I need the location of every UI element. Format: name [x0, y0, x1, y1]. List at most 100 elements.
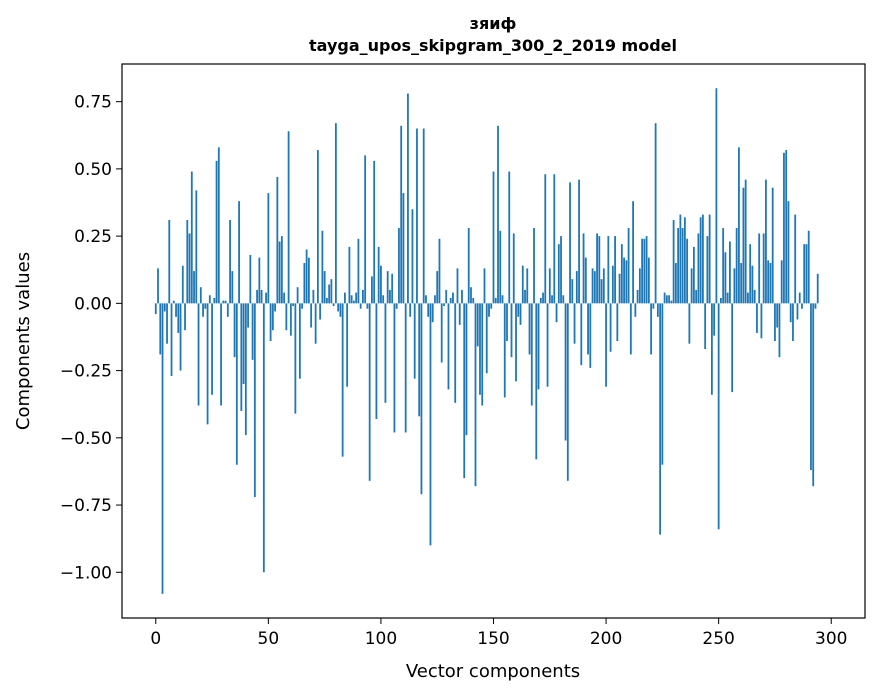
- bar-132: [452, 292, 454, 304]
- bar-37: [238, 201, 240, 304]
- bar-259: [738, 147, 740, 304]
- bar-249: [715, 88, 718, 304]
- bar-186: [573, 303, 576, 344]
- y-tick-label: 0.75: [74, 93, 112, 113]
- bar-198: [600, 279, 603, 304]
- bar-94: [366, 303, 369, 309]
- bar-114: [411, 209, 414, 304]
- bar-23: [206, 303, 209, 425]
- bar-80: [334, 123, 337, 304]
- bar-78: [330, 279, 333, 304]
- bar-107: [395, 303, 398, 309]
- bar-21: [202, 303, 204, 317]
- bar-293: [814, 303, 817, 309]
- x-tick-label: 250: [702, 629, 734, 649]
- chart-subtitle: tayga_upos_skipgram_300_2_2019 model: [309, 36, 677, 55]
- bar-108: [398, 228, 400, 304]
- bar-194: [591, 268, 594, 304]
- bar-262: [744, 179, 747, 304]
- bar-131: [449, 297, 452, 304]
- bar-51: [269, 303, 272, 341]
- bar-87: [350, 295, 353, 304]
- bar-203: [611, 265, 614, 304]
- bar-7: [170, 303, 173, 376]
- bar-202: [609, 303, 612, 352]
- bar-106: [393, 303, 396, 433]
- bar-117: [418, 303, 421, 417]
- bar-3: [161, 303, 164, 594]
- bar-244: [704, 303, 707, 350]
- bar-273: [769, 263, 772, 304]
- y-axis-ticks: −1.00 −0.75 −0.50 −0.25 0.00 0.25 0.50 0.75: [60, 93, 122, 583]
- bar-180: [560, 236, 562, 304]
- bar-76: [325, 297, 328, 304]
- bar-228: [668, 295, 671, 304]
- bar-214: [636, 289, 639, 304]
- bar-192: [587, 303, 589, 355]
- bar-140: [470, 287, 472, 304]
- bar-83: [341, 303, 344, 457]
- bar-126: [438, 238, 441, 304]
- bar-172: [542, 292, 544, 304]
- bar-112: [407, 93, 409, 304]
- bar-75: [323, 271, 326, 304]
- bar-137: [463, 303, 466, 479]
- bar-99: [377, 246, 380, 304]
- bar-161: [517, 303, 520, 317]
- bar-60: [289, 303, 292, 336]
- bar-218: [645, 236, 648, 304]
- bar-71: [314, 303, 317, 344]
- bar-29: [220, 303, 222, 406]
- bar-135: [458, 303, 461, 325]
- bar-287: [801, 303, 803, 309]
- bar-92: [362, 289, 364, 304]
- bar-130: [447, 303, 450, 390]
- bar-177: [553, 174, 556, 304]
- x-axis-ticks: 0 50 100 150 200 250 300: [150, 618, 847, 649]
- bar-57: [283, 292, 286, 304]
- bar-196: [596, 233, 598, 304]
- bar-236: [686, 238, 689, 304]
- bar-195: [593, 271, 596, 304]
- bar-253: [724, 252, 727, 304]
- bar-279: [783, 152, 785, 304]
- bar-185: [571, 279, 574, 304]
- bar-45: [256, 289, 258, 304]
- x-axis-label: Vector components: [406, 661, 580, 682]
- bars-group: [154, 88, 819, 594]
- bar-6: [168, 219, 171, 304]
- x-tick-label: 150: [477, 629, 509, 649]
- bar-129: [445, 289, 448, 304]
- bar-9: [175, 303, 177, 317]
- bar-20: [199, 287, 202, 304]
- bar-222: [654, 123, 657, 304]
- bar-210: [627, 228, 630, 304]
- bar-79: [332, 303, 335, 307]
- bar-164: [524, 289, 526, 304]
- bar-277: [778, 303, 781, 358]
- bar-168: [533, 228, 535, 304]
- bar-233: [679, 214, 682, 304]
- bar-165: [526, 268, 529, 304]
- bar-39: [242, 303, 245, 385]
- bar-269: [760, 303, 763, 339]
- bar-256: [731, 303, 734, 393]
- bar-65: [301, 303, 304, 309]
- bar-263: [747, 292, 749, 304]
- bar-232: [677, 228, 680, 304]
- bar-176: [551, 295, 553, 304]
- bar-1: [157, 268, 159, 304]
- bar-74: [321, 230, 324, 304]
- bar-291: [810, 303, 812, 471]
- bar-113: [409, 303, 412, 317]
- bar-170: [537, 303, 540, 390]
- bar-13: [184, 303, 186, 331]
- bar-227: [665, 295, 668, 304]
- bar-278: [780, 260, 783, 304]
- bar-118: [420, 303, 423, 495]
- bar-166: [528, 303, 531, 355]
- bar-199: [602, 268, 605, 304]
- bar-254: [726, 292, 729, 304]
- bar-215: [638, 268, 641, 304]
- bar-181: [562, 295, 565, 304]
